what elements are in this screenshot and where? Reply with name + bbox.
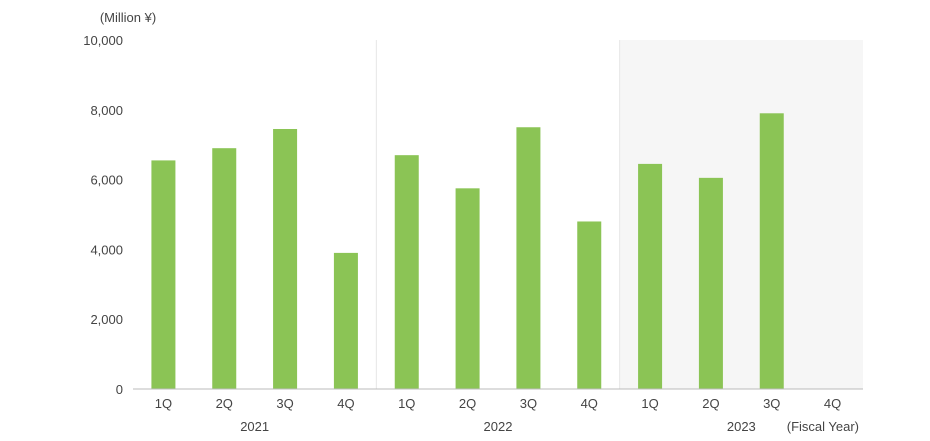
quarter-label: 3Q: [763, 396, 780, 411]
bar-2023-2Q: [698, 177, 723, 389]
bars: [151, 113, 784, 389]
y-axis-unit-label: (Million ¥): [100, 10, 156, 25]
y-tick-label: 4,000: [90, 242, 123, 257]
quarter-label: 2Q: [216, 396, 233, 411]
bar-2022-3Q: [516, 127, 541, 389]
x-axis-unit-label: (Fiscal Year): [787, 419, 859, 434]
y-tick-label: 6,000: [90, 173, 123, 188]
year-label: 2021: [240, 419, 269, 434]
bar-2021-2Q: [212, 148, 237, 389]
quarter-label: 1Q: [155, 396, 172, 411]
bar-2021-3Q: [273, 128, 298, 389]
year-label: 2022: [484, 419, 513, 434]
bar-2022-2Q: [455, 188, 480, 389]
y-tick-label: 8,000: [90, 103, 123, 118]
quarter-label: 4Q: [337, 396, 354, 411]
bar-2021-1Q: [151, 160, 176, 389]
quarter-label: 3Q: [276, 396, 293, 411]
quarter-label: 4Q: [824, 396, 841, 411]
year-dividers: [375, 40, 621, 389]
quarter-label: 2Q: [459, 396, 476, 411]
quarter-label: 1Q: [398, 396, 415, 411]
x-axis-labels: 1Q 2Q 3Q 4Q 2021 1Q 2Q 3Q 4Q 2022 1Q 2Q 3Q 4Q 2023: [155, 396, 842, 434]
bar-2023-1Q: [638, 163, 663, 389]
bar-2022-4Q: [577, 221, 602, 389]
quarter-label: 1Q: [641, 396, 658, 411]
bar-2021-4Q: [333, 252, 358, 389]
quarter-label: 4Q: [581, 396, 598, 411]
y-tick-label: 2,000: [90, 312, 123, 327]
quarter-label: 2Q: [702, 396, 719, 411]
y-tick-label: 0: [116, 382, 123, 397]
year-label: 2023: [727, 419, 756, 434]
bar-2022-1Q: [394, 155, 419, 389]
y-tick-label: 10,000: [83, 33, 123, 48]
y-axis-ticks: 0 2,000 4,000 6,000 8,000 10,000: [83, 33, 123, 397]
quarter-label: 3Q: [520, 396, 537, 411]
bar-2023-3Q: [759, 113, 784, 389]
